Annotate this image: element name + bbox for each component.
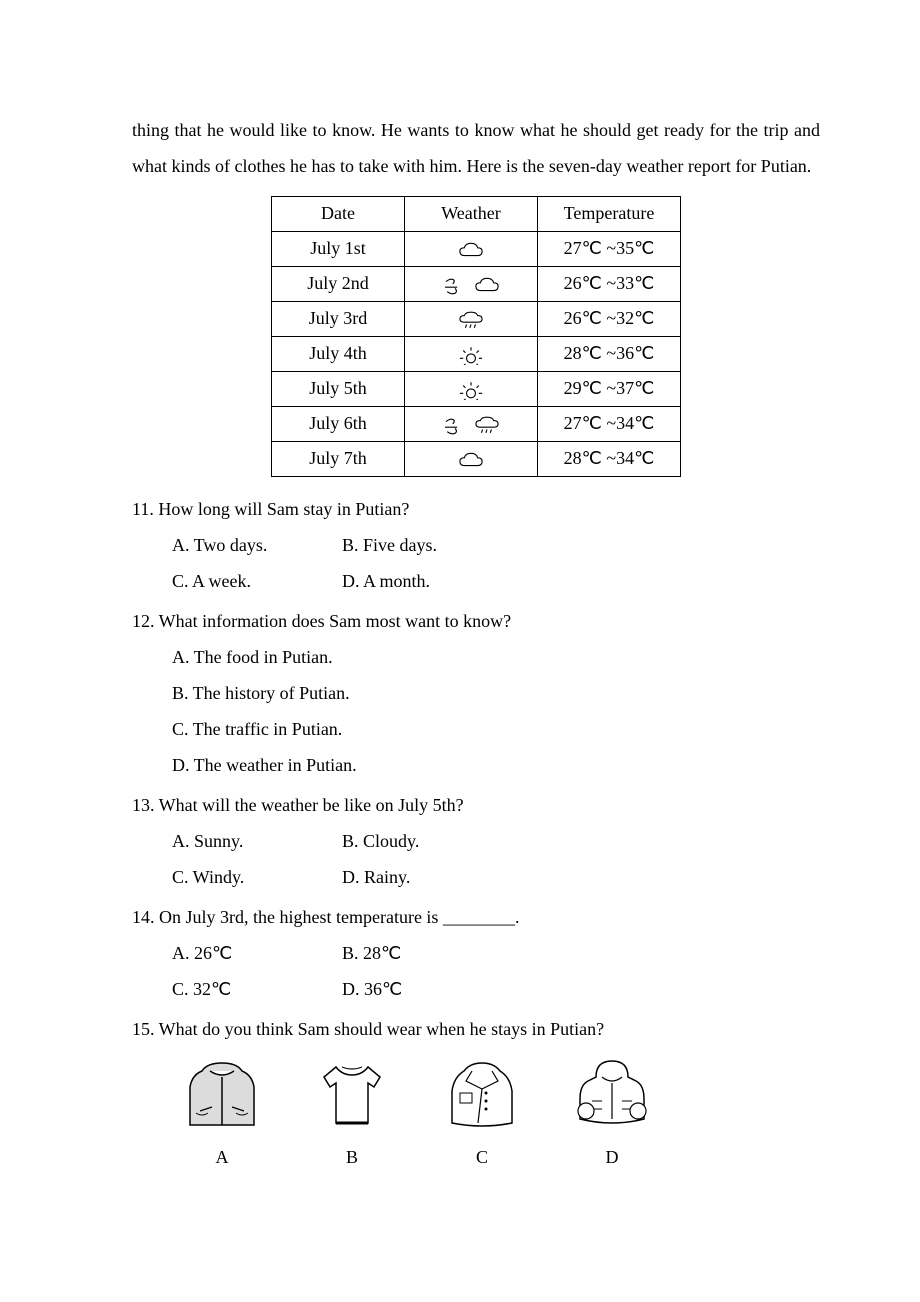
table-row: July 5th 29℃ ~37℃ bbox=[272, 372, 681, 407]
cloud-icon bbox=[457, 450, 485, 470]
sun-icon bbox=[457, 380, 485, 400]
option: A. The food in Putian. bbox=[172, 639, 512, 675]
cell-date: July 7th bbox=[272, 442, 405, 477]
option: D. The weather in Putian. bbox=[172, 747, 512, 783]
clothes-options: A B C D bbox=[132, 1053, 820, 1175]
option: B. The history of Putian. bbox=[172, 675, 512, 711]
clothes-option: B bbox=[302, 1053, 402, 1175]
weather-table: Date Weather Temperature July 1st 27℃ ~35… bbox=[271, 196, 681, 477]
cell-weather bbox=[405, 372, 538, 407]
question: 14. On July 3rd, the highest temperature… bbox=[132, 899, 820, 1007]
option-label: B bbox=[302, 1139, 402, 1175]
rain-icon bbox=[457, 310, 485, 330]
option: C. 32℃ bbox=[172, 971, 342, 1007]
option: B. Cloudy. bbox=[342, 823, 512, 859]
option: D. A month. bbox=[342, 563, 512, 599]
table-row: July 4th 28℃ ~36℃ bbox=[272, 337, 681, 372]
rain-icon bbox=[473, 415, 501, 435]
passage-intro: thing that he would like to know. He wan… bbox=[132, 112, 820, 184]
options: A. Sunny.B. Cloudy.C. Windy.D. Rainy. bbox=[132, 823, 820, 895]
th-date: Date bbox=[272, 197, 405, 232]
wind-icon bbox=[441, 275, 469, 295]
cell-date: July 6th bbox=[272, 407, 405, 442]
option: A. 26℃ bbox=[172, 935, 342, 971]
table-row: July 1st 27℃ ~35℃ bbox=[272, 232, 681, 267]
cell-date: July 4th bbox=[272, 337, 405, 372]
cell-weather bbox=[405, 407, 538, 442]
question: 13. What will the weather be like on Jul… bbox=[132, 787, 820, 895]
cell-weather bbox=[405, 337, 538, 372]
cell-temp: 26℃ ~33℃ bbox=[538, 267, 681, 302]
cloud-icon bbox=[457, 240, 485, 260]
clothes-option: C bbox=[432, 1053, 532, 1175]
cell-weather bbox=[405, 232, 538, 267]
clothes-option: A bbox=[172, 1053, 272, 1175]
option-label: D bbox=[562, 1139, 662, 1175]
th-weather: Weather bbox=[405, 197, 538, 232]
question-stem: 14. On July 3rd, the highest temperature… bbox=[132, 899, 820, 935]
cell-date: July 1st bbox=[272, 232, 405, 267]
option: B. Five days. bbox=[342, 527, 512, 563]
option: A. Two days. bbox=[172, 527, 342, 563]
question: 11. How long will Sam stay in Putian?A. … bbox=[132, 491, 820, 599]
options: A. 26℃B. 28℃C. 32℃D. 36℃ bbox=[132, 935, 820, 1007]
cloud-icon bbox=[473, 275, 501, 295]
cell-weather bbox=[405, 302, 538, 337]
cell-temp: 27℃ ~34℃ bbox=[538, 407, 681, 442]
option: C. A week. bbox=[172, 563, 342, 599]
th-temp: Temperature bbox=[538, 197, 681, 232]
question: 12. What information does Sam most want … bbox=[132, 603, 820, 783]
cell-temp: 28℃ ~36℃ bbox=[538, 337, 681, 372]
cell-date: July 5th bbox=[272, 372, 405, 407]
option-label: C bbox=[432, 1139, 532, 1175]
option-label: A bbox=[172, 1139, 272, 1175]
question-stem: 11. How long will Sam stay in Putian? bbox=[132, 491, 820, 527]
sun-icon bbox=[457, 345, 485, 365]
cell-weather bbox=[405, 442, 538, 477]
option: B. 28℃ bbox=[342, 935, 512, 971]
clothes-icon bbox=[177, 1053, 267, 1133]
question: 15. What do you think Sam should wear wh… bbox=[132, 1011, 820, 1175]
option: C. Windy. bbox=[172, 859, 342, 895]
cell-temp: 26℃ ~32℃ bbox=[538, 302, 681, 337]
question-stem: 13. What will the weather be like on Jul… bbox=[132, 787, 820, 823]
cell-temp: 27℃ ~35℃ bbox=[538, 232, 681, 267]
cell-date: July 2nd bbox=[272, 267, 405, 302]
clothes-icon bbox=[307, 1053, 397, 1133]
table-row: July 7th 28℃ ~34℃ bbox=[272, 442, 681, 477]
clothes-icon bbox=[437, 1053, 527, 1133]
options: A. The food in Putian.B. The history of … bbox=[132, 639, 820, 783]
wind-icon bbox=[441, 415, 469, 435]
option: C. The traffic in Putian. bbox=[172, 711, 512, 747]
table-row: July 3rd 26℃ ~32℃ bbox=[272, 302, 681, 337]
clothes-icon bbox=[567, 1053, 657, 1133]
option: D. Rainy. bbox=[342, 859, 512, 895]
question-stem: 12. What information does Sam most want … bbox=[132, 603, 820, 639]
options: A. Two days.B. Five days.C. A week.D. A … bbox=[132, 527, 820, 599]
clothes-option: D bbox=[562, 1053, 662, 1175]
question-stem: 15. What do you think Sam should wear wh… bbox=[132, 1011, 820, 1047]
option: D. 36℃ bbox=[342, 971, 512, 1007]
table-row: July 2nd 26℃ ~33℃ bbox=[272, 267, 681, 302]
table-header-row: Date Weather Temperature bbox=[272, 197, 681, 232]
cell-temp: 28℃ ~34℃ bbox=[538, 442, 681, 477]
option: A. Sunny. bbox=[172, 823, 342, 859]
cell-weather bbox=[405, 267, 538, 302]
cell-date: July 3rd bbox=[272, 302, 405, 337]
cell-temp: 29℃ ~37℃ bbox=[538, 372, 681, 407]
table-row: July 6th 27℃ ~34℃ bbox=[272, 407, 681, 442]
